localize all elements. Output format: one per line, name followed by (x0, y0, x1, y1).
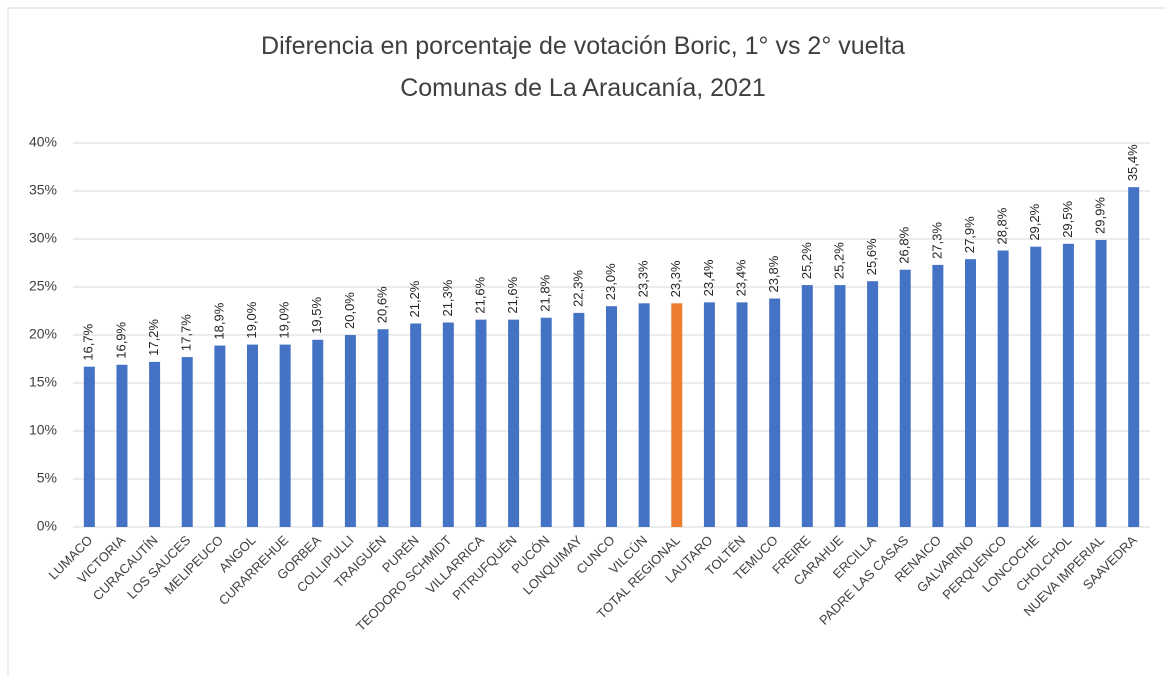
bar (573, 312, 585, 527)
bar (116, 364, 128, 527)
data-label: 25,2% (799, 242, 814, 279)
data-label: 20,0% (342, 292, 357, 329)
data-label: 21,6% (472, 276, 487, 313)
data-label: 23,4% (701, 259, 716, 296)
bar (638, 303, 650, 527)
data-label: 17,2% (146, 319, 161, 356)
bar (410, 323, 422, 527)
data-label: 29,5% (1060, 200, 1075, 237)
y-tick-label: 20% (29, 326, 57, 342)
y-tick-label: 5% (37, 470, 57, 486)
data-label: 25,6% (864, 238, 879, 275)
data-label: 26,8% (897, 226, 912, 263)
bar (149, 361, 161, 527)
bar (769, 298, 781, 527)
bar (181, 357, 193, 527)
data-label: 22,3% (570, 270, 585, 307)
data-label: 19,0% (244, 301, 259, 338)
bar (377, 329, 389, 527)
data-label: 35,4% (1125, 144, 1140, 181)
y-tick-label: 40% (29, 134, 57, 150)
y-tick-label: 15% (29, 374, 57, 390)
data-label: 27,9% (962, 216, 977, 253)
data-label: 23,4% (733, 259, 748, 296)
data-label: 23,3% (668, 260, 683, 297)
bar (1128, 187, 1140, 527)
bar (83, 366, 95, 527)
data-label: 29,9% (1092, 197, 1107, 234)
bar (312, 339, 324, 527)
bar (508, 319, 520, 527)
bar (442, 322, 454, 527)
chart-subtitle: Comunas de La Araucanía, 2021 (400, 74, 766, 102)
bar (671, 303, 683, 527)
bar (344, 335, 356, 527)
y-tick-label: 25% (29, 278, 57, 294)
bar (899, 269, 911, 527)
data-label: 28,8% (995, 207, 1010, 244)
bar (475, 319, 487, 527)
data-label: 19,0% (277, 301, 292, 338)
data-label: 21,6% (505, 276, 520, 313)
y-tick-label: 10% (29, 422, 57, 438)
bar (932, 264, 944, 527)
bar (867, 281, 879, 527)
data-label: 29,2% (1027, 203, 1042, 240)
bar (214, 345, 226, 527)
data-label: 21,2% (407, 280, 422, 317)
bar (1030, 246, 1042, 527)
data-label: 27,3% (929, 222, 944, 259)
data-label: 23,8% (766, 255, 781, 292)
data-label: 16,9% (113, 321, 128, 358)
data-label: 16,7% (81, 323, 96, 360)
data-label: 18,9% (211, 302, 226, 339)
bar (606, 306, 617, 527)
y-tick-label: 35% (29, 182, 57, 198)
bar (1062, 243, 1074, 528)
data-label: 25,2% (831, 242, 846, 279)
bar (997, 250, 1009, 527)
data-label: 21,3% (440, 279, 455, 316)
y-tick-label: 30% (29, 230, 57, 246)
data-label: 23,0% (603, 263, 618, 300)
y-tick-label: 0% (37, 518, 57, 534)
data-label: 23,3% (636, 260, 651, 297)
data-label: 17,7% (179, 314, 194, 351)
bar (965, 259, 976, 527)
data-label: 19,5% (309, 296, 324, 333)
bar (247, 344, 258, 527)
chart-title: Diferencia en porcentaje de votación Bor… (261, 32, 905, 60)
bar (703, 302, 715, 527)
bar (540, 317, 552, 527)
data-label: 21,8% (538, 274, 553, 311)
bar (801, 285, 813, 527)
bar (834, 285, 846, 527)
bar (1095, 239, 1107, 527)
bar (279, 344, 291, 527)
bar (736, 302, 748, 527)
data-label: 20,6% (374, 286, 389, 323)
